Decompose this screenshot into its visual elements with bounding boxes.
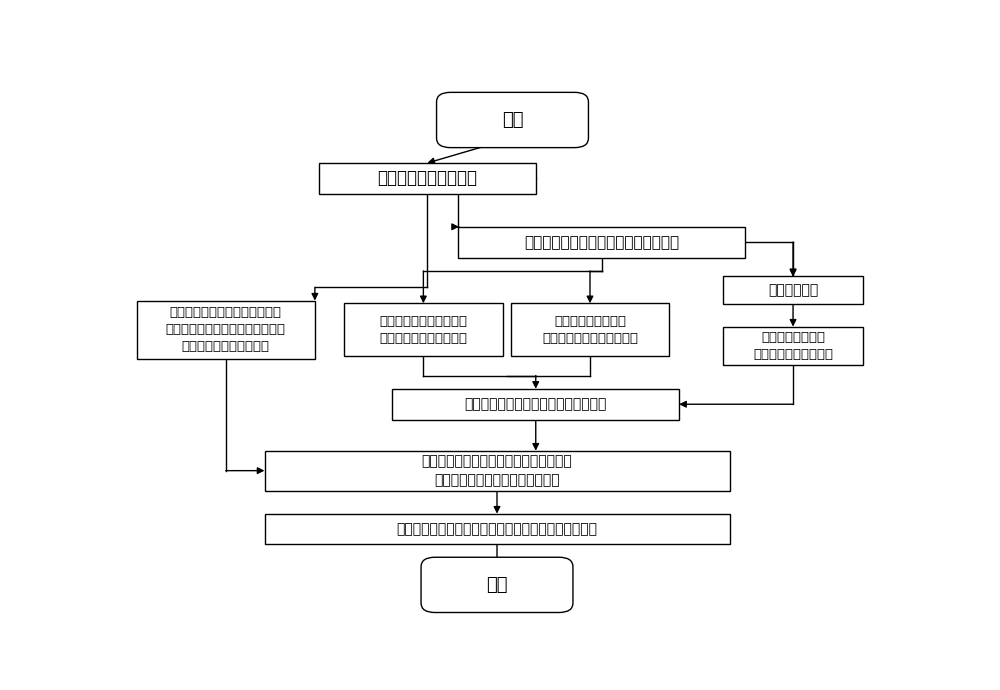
Text: 建立约束条件: 建立约束条件 <box>768 283 818 297</box>
Text: 建立一定置信水平下
平均旅客延误时间最小目标: 建立一定置信水平下 平均旅客延误时间最小目标 <box>542 315 638 345</box>
FancyBboxPatch shape <box>264 513 730 544</box>
Text: 将随机性约束条件
转化为确定性等价形式: 将随机性约束条件 转化为确定性等价形式 <box>753 331 833 361</box>
Text: 开始: 开始 <box>502 111 523 129</box>
FancyBboxPatch shape <box>437 92 588 148</box>
Text: 建立空域时隙资源分配的风险决策原则: 建立空域时隙资源分配的风险决策原则 <box>524 235 679 250</box>
FancyBboxPatch shape <box>264 451 730 491</box>
FancyBboxPatch shape <box>319 163 536 194</box>
FancyBboxPatch shape <box>511 304 669 357</box>
Text: 构建空域资源信息平台: 构建空域资源信息平台 <box>377 170 477 188</box>
FancyBboxPatch shape <box>723 276 863 304</box>
FancyBboxPatch shape <box>344 304 503 357</box>
Text: 通过空域资源信息平台发布空域时隙资源优化分配策略: 通过空域资源信息平台发布空域时隙资源优化分配策略 <box>396 522 598 536</box>
FancyBboxPatch shape <box>723 326 863 365</box>
Text: 采用数学软件求解模型，得出非劣解集，
形成空域时隙资源优化分配策略集: 采用数学软件求解模型，得出非劣解集， 形成空域时隙资源优化分配策略集 <box>422 455 572 487</box>
FancyBboxPatch shape <box>421 558 573 613</box>
Text: 建立一定置信水平下全部
航班总延误损失最小目标: 建立一定置信水平下全部 航班总延误损失最小目标 <box>379 315 467 345</box>
FancyBboxPatch shape <box>392 389 679 420</box>
Text: 获取计划航路和临时航路信息，
获取计划航路下游空域单元的可用
时隙，获取航班运行信息: 获取计划航路和临时航路信息， 获取计划航路下游空域单元的可用 时隙，获取航班运行… <box>166 306 286 353</box>
FancyBboxPatch shape <box>137 301 315 359</box>
FancyBboxPatch shape <box>458 227 745 257</box>
Text: 建立空域时隙资源分配的随机优化模型: 建立空域时隙资源分配的随机优化模型 <box>465 397 607 411</box>
Text: 结束: 结束 <box>486 576 508 594</box>
